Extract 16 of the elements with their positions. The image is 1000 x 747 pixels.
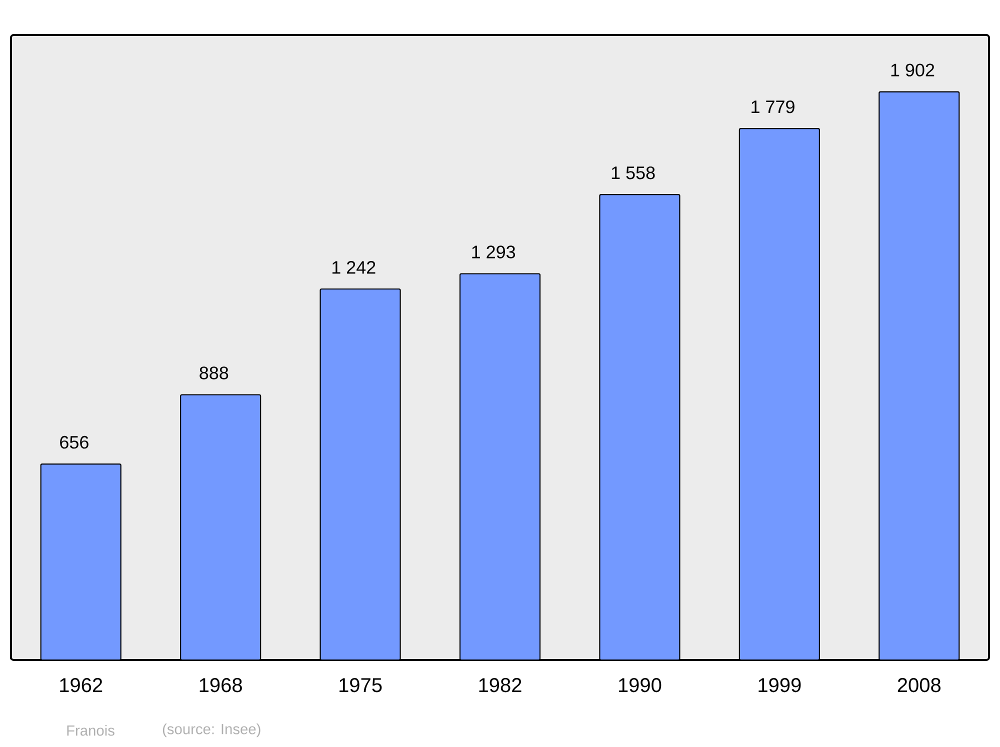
x-tick-label: 1990 <box>618 678 662 692</box>
x-tick-label: 1982 <box>479 678 522 692</box>
data-label: 1 779 <box>752 100 794 114</box>
data-label: 888 <box>200 366 228 380</box>
x-tick-label: 1962 <box>60 678 102 692</box>
data-label: 1 242 <box>332 261 376 274</box>
data-label: 1 558 <box>612 166 655 180</box>
x-tick-label: 2008 <box>898 678 941 692</box>
x-tick-label: 1975 <box>340 678 382 692</box>
data-label: 1 293 <box>472 246 516 258</box>
data-label: 1 902 <box>891 64 934 76</box>
x-tick-label: 1968 <box>200 678 242 692</box>
text: Franois <box>67 724 114 736</box>
text: (source: Insee) <box>162 724 260 738</box>
x-tick-label: 1999 <box>758 678 801 692</box>
data-label: 656 <box>60 436 88 449</box>
